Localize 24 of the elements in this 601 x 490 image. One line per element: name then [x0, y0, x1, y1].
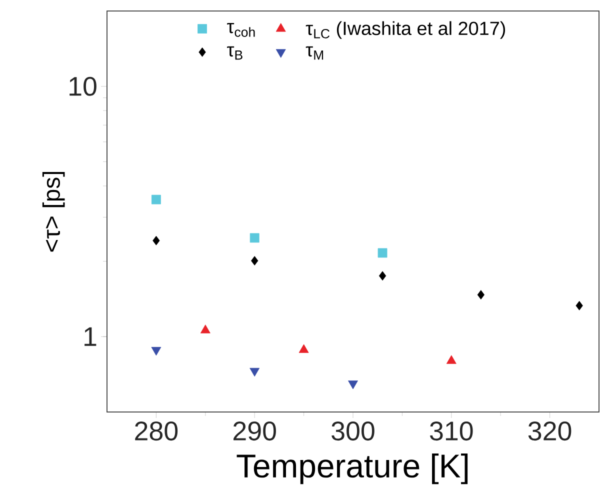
x-tick-label: 320 [528, 422, 572, 441]
x-tick-label: 300 [332, 422, 374, 441]
y-axis-title: <τ> [ps] [42, 172, 65, 252]
legend-label: τ$_{coh}$ [227, 23, 255, 37]
x-tick-label: 290 [234, 422, 276, 441]
x-tick-label: 310 [430, 422, 473, 441]
point [477, 290, 484, 300]
point [348, 380, 358, 390]
y-tick-label: 10 [70, 76, 96, 96]
point [378, 271, 386, 281]
point [152, 194, 161, 204]
point [151, 346, 162, 356]
legend-label: τ$_{M}$ [306, 46, 324, 60]
legend-label: τ$_{B}$ [227, 46, 242, 60]
x-tick-label: 280 [135, 422, 178, 441]
point [576, 300, 583, 310]
point [250, 368, 260, 377]
point [251, 256, 258, 266]
point [378, 248, 388, 258]
y-tick-label: 1 [84, 327, 96, 346]
point [152, 236, 160, 246]
point [250, 233, 260, 243]
x-axis-title: Temperature [K] [236, 454, 468, 484]
legend-label: τ$_{LC}$ (Iwashita et al 2017) [306, 21, 506, 39]
